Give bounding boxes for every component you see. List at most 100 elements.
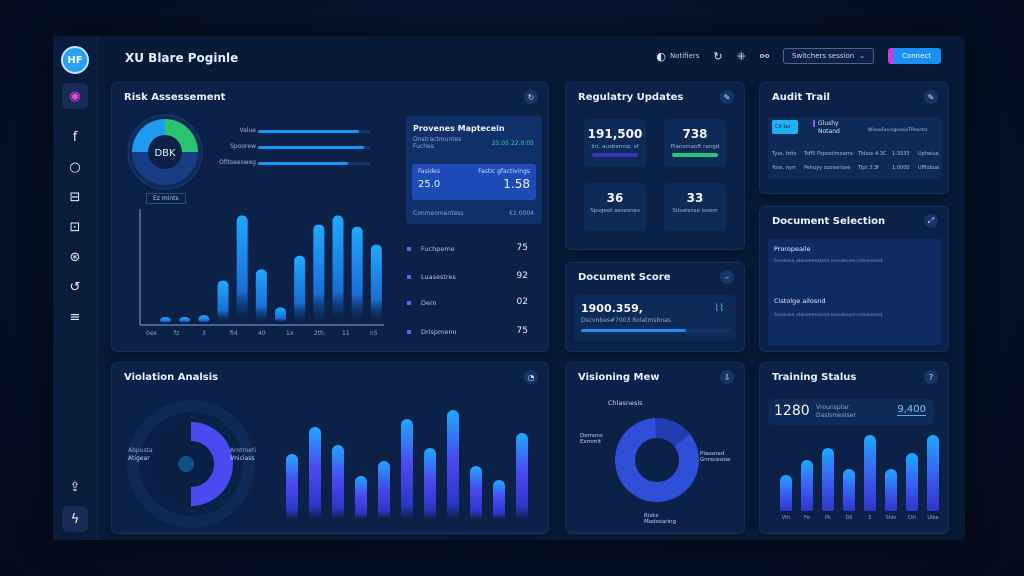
risk-chart-tick: 1x (286, 330, 294, 337)
legend-item: Dern 02 (407, 297, 532, 307)
training-title: Training Stalus (772, 372, 857, 383)
grid-button[interactable]: ⁜ (737, 50, 746, 63)
doc-selection-title: Document Selection (772, 216, 886, 227)
stat-bar (672, 153, 718, 157)
sidebar-item-settings[interactable]: ⊛ (62, 244, 88, 270)
sidebar-item-menu[interactable]: ≡ (62, 304, 88, 330)
audit-row[interactable]: Yoss, nyrr Pehuyy sooseriose Tipt 3:3f 1:00… (772, 165, 946, 171)
audit-head-title: Glushy (813, 120, 839, 127)
audit-cell: Upheiua (918, 151, 939, 157)
risk-chart-tick: 0ex (146, 330, 157, 337)
risk-chart-tick: 11 (342, 330, 350, 337)
risk-chart-bar (179, 317, 191, 323)
training-tick: Ulbe (927, 515, 939, 521)
theme-icon: ◐ (656, 49, 666, 63)
document-selection-card: Document Selection ⤢ Proropeaile Sorsese… (759, 206, 949, 352)
risk-chart-bar (351, 226, 363, 323)
sidebar-item-social[interactable]: f (62, 124, 88, 150)
regulatory-stat[interactable]: 191,500 Int. ausbemso. sf (584, 119, 646, 167)
training-sub2: Daslsmesiser (816, 412, 856, 419)
viewing-donut-segment (655, 418, 690, 447)
violation-left-sub: Atigear (128, 455, 150, 462)
risk-chart-bar (255, 269, 267, 323)
viewing-card: Visioning Mew ⇩ Chlasnesis Demons Exmmit… (565, 362, 745, 534)
pie-icon[interactable]: ◔ (524, 370, 538, 384)
inbox-icon: ⊟ (69, 189, 81, 205)
violation-donut (127, 400, 255, 528)
training-tick: Dli (845, 515, 853, 521)
viewing-label-top: Chlasnesis (608, 399, 643, 407)
audit-highlight-chip[interactable]: Cit ter (772, 120, 798, 134)
donut-outer-ring (127, 400, 255, 528)
document-score-card: Document Score – 1900.359, Dscvnbes#7003… (565, 262, 745, 352)
connect-button[interactable]: Connect (888, 48, 941, 64)
training-bar (927, 435, 939, 511)
sidebar-item-inbox[interactable]: ⊟ (62, 184, 88, 210)
violation-bar (332, 445, 344, 519)
sidebar-item-history[interactable]: ↺ (62, 274, 88, 300)
sidebar-item-quick-action[interactable]: ϟ (62, 506, 88, 532)
metric-right-value: 1.58 (503, 177, 530, 191)
session-select[interactable]: Switchers session ⌄ (783, 48, 875, 64)
sidebar-item-document-search[interactable]: ⊡ (62, 214, 88, 240)
summary-trend: 25.05 22.0:05 (491, 140, 534, 147)
link-icon: ⚯ (759, 49, 770, 63)
audit-cell: Pehuyy sooseriose (804, 165, 851, 171)
summary-metrics: Fasides 25.0 Fastic gfactivings 1.58 (412, 164, 536, 200)
notifiers-button[interactable]: ◐ Notifiers (656, 50, 699, 63)
link-button[interactable]: ⚯ (760, 50, 769, 63)
grid-icon: ⁜ (736, 49, 746, 63)
gauge-label: DBK (154, 148, 176, 159)
doc-score-title: Document Score (578, 272, 671, 283)
stat-label: Int. ausbemso. sf (591, 144, 639, 150)
info-icon[interactable]: ? (924, 370, 938, 384)
risk-chart-bar (313, 224, 325, 323)
stat-bar (592, 153, 638, 157)
risk-chart-bar (370, 244, 382, 323)
edit-icon[interactable]: ✎ (924, 90, 938, 104)
training-tick: Cth (907, 515, 917, 521)
risk-chart-tick: 40 (258, 330, 266, 337)
legend-dot (407, 247, 411, 251)
refresh-button[interactable]: ↻ (713, 50, 722, 63)
risk-bar-fill (258, 146, 365, 149)
sidebar-item-cloud-upload[interactable]: ⇪ (62, 474, 88, 500)
minus-icon[interactable]: – (720, 270, 734, 284)
audit-head-sub: Notand (818, 128, 840, 135)
stat-value: 191,500 (587, 127, 643, 141)
risk-chart-bar (198, 315, 210, 323)
violation-bar (309, 427, 321, 519)
violation-right-label: Arotmeti (230, 447, 257, 454)
training-tick: Shin (885, 515, 897, 521)
expand-icon[interactable]: ⤢ (924, 214, 938, 228)
circle-icon: ○ (69, 159, 81, 175)
regulatory-stat[interactable]: 33 Silsatesse issem (664, 183, 726, 231)
violation-bar (493, 479, 505, 519)
risk-chart-tick: fz (174, 330, 179, 337)
audit-cell: Tyss, fstts (772, 151, 797, 157)
risk-bar-track (258, 162, 370, 165)
stat-label: Piansmaoft rangd (670, 144, 720, 150)
audit-row[interactable]: Tyss, fstts Tsff5 Pspostimoarra Tidsss 4:3… (772, 151, 946, 157)
audit-cell: Tsff5 Pspostimoarra (804, 151, 853, 157)
violation-bar (378, 460, 390, 519)
chevron-down-icon: ⌄ (859, 52, 866, 60)
sidebar: HF ◉ f ○ ⊟ ⊡ ⊛ ↺ ≡ ⇪ ϟ (53, 36, 98, 540)
regulatory-stat[interactable]: 738 Piansmaoft rangd (664, 119, 726, 167)
risk-chart-bar (294, 255, 306, 323)
summary-sub1: Onstractmuntes (413, 136, 462, 143)
app-logo[interactable]: HF (61, 46, 89, 74)
regulatory-stat[interactable]: 36 Spsgeet aesesnes (584, 183, 646, 231)
legend-label: Fuchpeme (421, 245, 455, 253)
doc-section-1[interactable]: Proropeaile (774, 245, 811, 253)
risk-bar-fill (258, 130, 359, 133)
sidebar-item-dashboard[interactable]: ◉ (62, 83, 88, 109)
edit-icon[interactable]: ✎ (720, 90, 734, 104)
risk-chart-bar (217, 280, 229, 323)
refresh-icon[interactable]: ↻ (524, 90, 538, 104)
sidebar-item-circle[interactable]: ○ (62, 154, 88, 180)
violation-bar (447, 410, 459, 519)
export-icon[interactable]: ⇩ (720, 370, 734, 384)
doc-section-2[interactable]: Cistolge ailosnd (774, 297, 826, 305)
summary-sub2: Fuches (413, 143, 434, 150)
